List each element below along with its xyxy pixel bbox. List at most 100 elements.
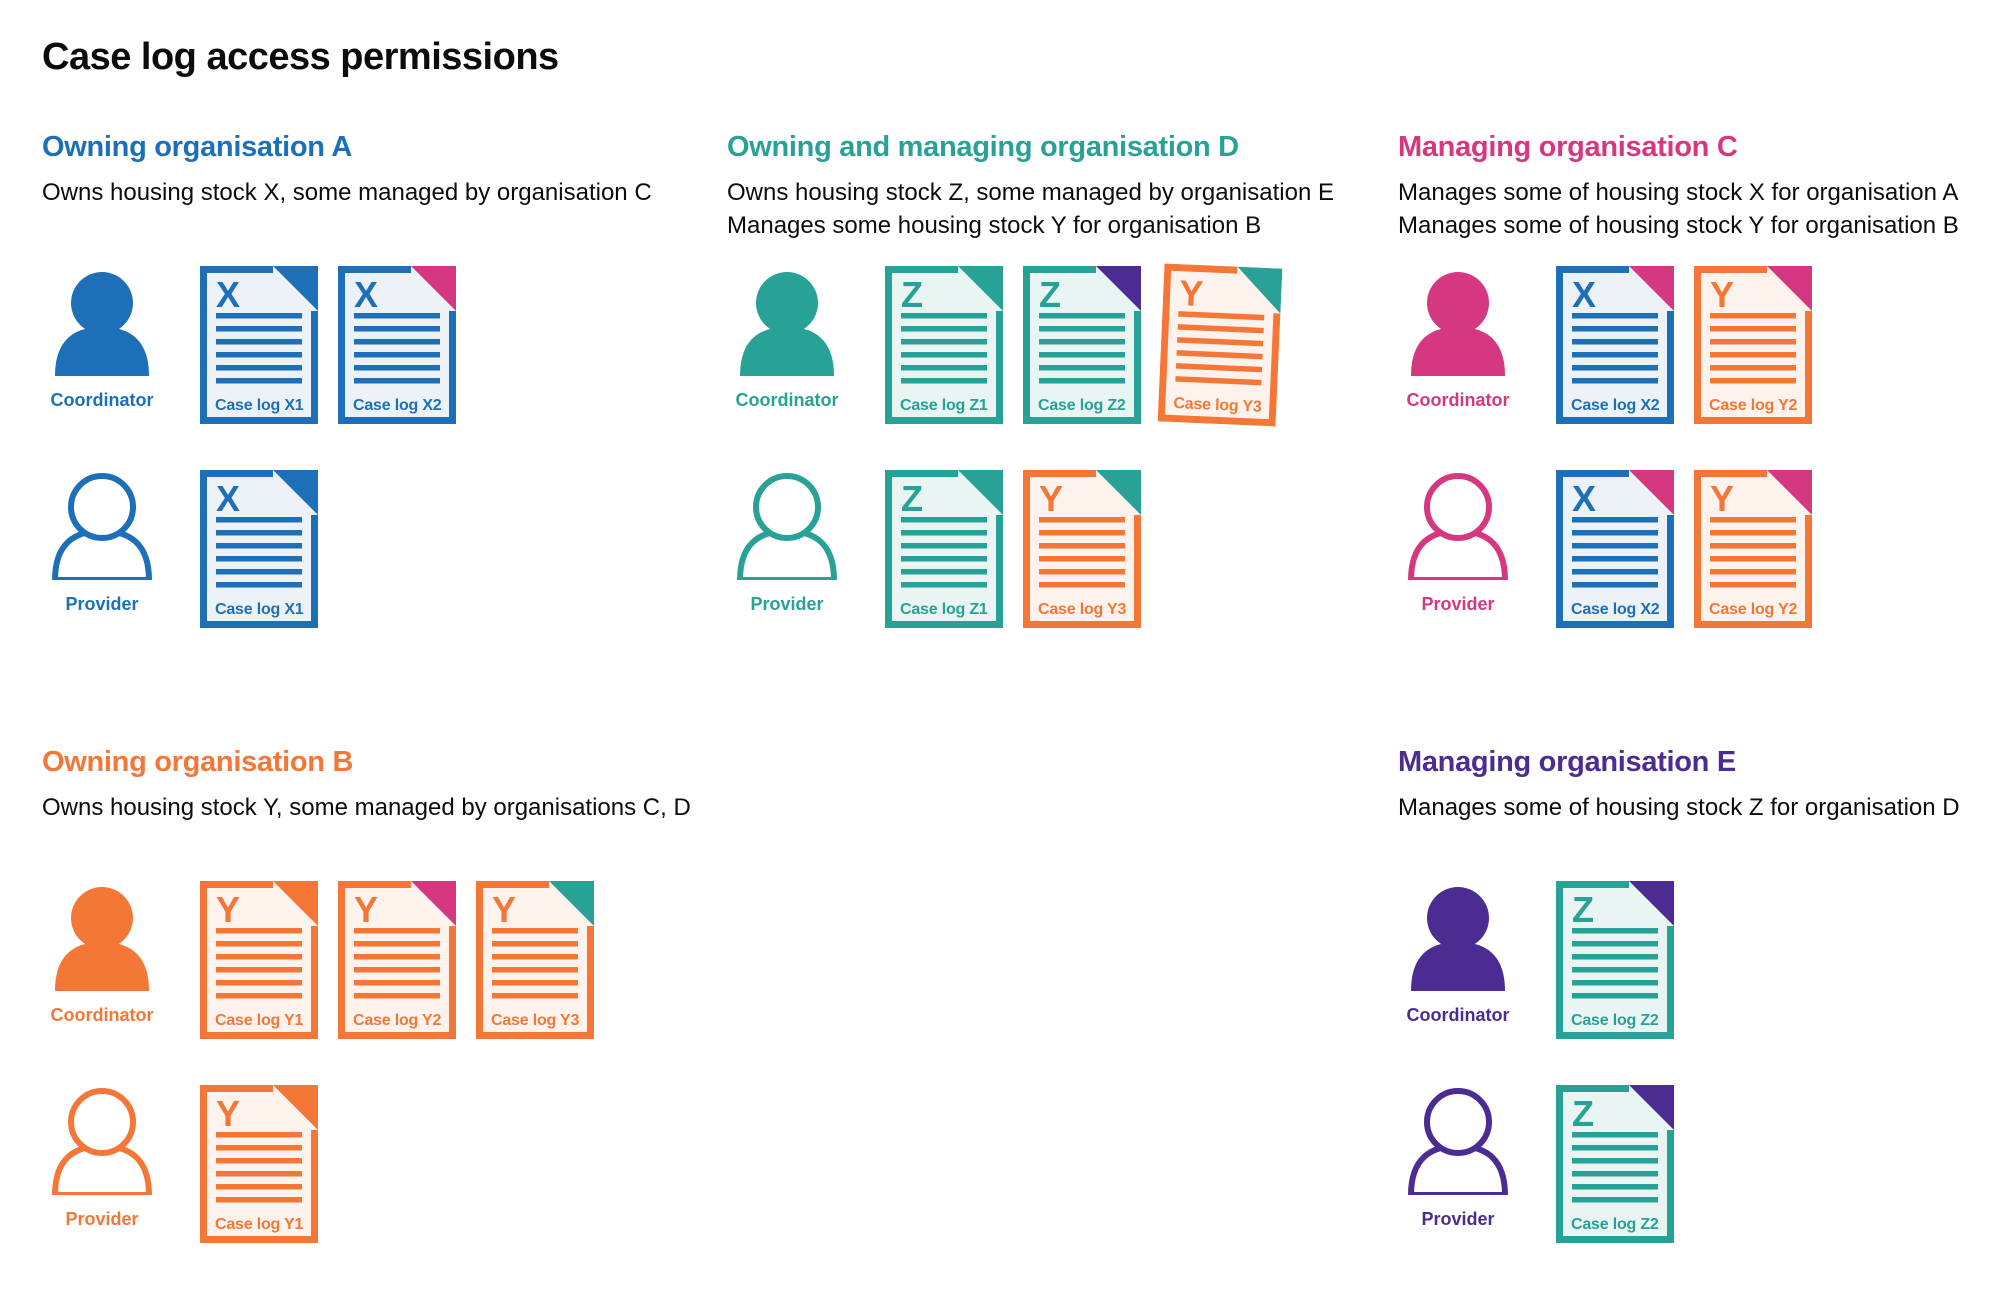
doc-page <box>200 1085 318 1243</box>
doc-text-line <box>1572 352 1658 358</box>
doc-list: Y Case log Y1 <box>200 881 594 1039</box>
doc-label: Case log Y2 <box>1709 397 1798 414</box>
doc-list: X Case log X1 <box>200 470 318 628</box>
doc-text-line <box>1039 378 1125 384</box>
case-log-doc-z1: Z Case log Z1 <box>885 266 1003 424</box>
doc-folded-corner <box>273 470 318 515</box>
doc-text-line <box>1572 530 1658 536</box>
coordinator-person-icon <box>1411 272 1505 376</box>
doc-page <box>476 881 594 1039</box>
coordinator-person-icon <box>55 887 149 991</box>
coordinator-row: Coordinator <box>1398 881 2000 1039</box>
doc-folded-corner <box>411 266 456 311</box>
doc-page <box>1694 470 1812 628</box>
doc-label: Case log Y1 <box>215 1216 304 1233</box>
doc-text-line <box>1039 582 1125 588</box>
doc-text-line <box>1175 376 1262 386</box>
doc-text-line <box>216 543 302 549</box>
doc-text-line <box>216 1184 302 1190</box>
doc-folded-corner <box>1096 266 1141 311</box>
doc-text-line <box>354 378 440 384</box>
section-managing-org-e: Managing organisation E Manages some of … <box>1398 746 2000 1289</box>
doc-text-line <box>1710 582 1796 588</box>
doc-text-line <box>1039 339 1125 345</box>
doc-page <box>885 470 1003 628</box>
doc-text-line <box>901 543 987 549</box>
doc-text-line <box>216 980 302 986</box>
case-log-doc-y3: Y Case log Y3 <box>1023 470 1141 628</box>
doc-border <box>1157 263 1281 427</box>
doc-text-line <box>216 378 302 384</box>
doc-label: Case log X2 <box>1571 397 1660 414</box>
doc-text-line <box>354 941 440 947</box>
case-log-doc-x1: X Case log X1 <box>200 470 318 628</box>
doc-text-line <box>216 582 302 588</box>
doc-text-line <box>901 313 987 319</box>
coordinator-person-icon <box>740 272 834 376</box>
doc-text-line <box>1572 1132 1658 1138</box>
doc-stock-letter: X <box>1572 274 1596 315</box>
section-heading: Managing organisation C <box>1398 131 1738 163</box>
doc-page <box>200 266 318 424</box>
provider-row: Provider <box>42 1085 727 1243</box>
doc-label: Case log Z2 <box>1038 397 1126 414</box>
doc-border <box>1694 266 1812 424</box>
description-line: Manages some of housing stock X for orga… <box>1398 179 1959 206</box>
doc-label: Case log Z2 <box>1571 1012 1659 1029</box>
description-line: Manages some of housing stock Z for orga… <box>1398 794 1960 821</box>
coordinator: Coordinator <box>42 266 162 411</box>
doc-text-line <box>1572 543 1658 549</box>
coordinator: Coordinator <box>727 266 847 411</box>
doc-page <box>1556 1085 1674 1243</box>
doc-text-line <box>216 993 302 999</box>
doc-folded-corner <box>1767 470 1812 515</box>
doc-list: X Case log X2 <box>1556 470 1812 628</box>
doc-text-line <box>901 339 987 345</box>
provider: Provider <box>1398 470 1518 615</box>
case-log-doc-y1: Y Case log Y1 <box>200 1085 318 1243</box>
provider-row: Provider <box>1398 470 2000 628</box>
doc-text-line <box>1039 569 1125 575</box>
doc-text-line <box>492 941 578 947</box>
doc-stock-letter: X <box>1572 478 1596 519</box>
doc-text-line <box>1039 313 1125 319</box>
doc-folded-corner <box>1629 266 1674 311</box>
person-role-label: Provider <box>1421 1209 1495 1229</box>
doc-text-line <box>216 556 302 562</box>
doc-stock-letter: Y <box>1710 274 1734 315</box>
doc-border <box>200 881 318 1039</box>
doc-folded-corner <box>1096 470 1141 515</box>
doc-page <box>1023 470 1141 628</box>
section-managing-org-c: Managing organisation C Manages some of … <box>1398 131 2000 674</box>
case-log-doc-y2: Y Case log Y2 <box>338 881 456 1039</box>
doc-text-line <box>216 569 302 575</box>
case-log-doc-y1: Y Case log Y1 <box>200 881 318 1039</box>
case-log-doc-y2: Y Case log Y2 <box>1694 266 1812 424</box>
doc-border <box>338 881 456 1039</box>
doc-text-line <box>901 378 987 384</box>
coordinator: Coordinator <box>1398 881 1518 1026</box>
doc-stock-letter: X <box>216 274 240 315</box>
description-line: Owns housing stock X, some managed by or… <box>42 179 652 206</box>
doc-border <box>476 881 594 1039</box>
coordinator-person-icon <box>1411 887 1505 991</box>
provider-person-icon <box>737 473 837 580</box>
section-description: Manages some of housing stock Z for orga… <box>1398 791 2000 857</box>
doc-folded-corner <box>1767 266 1812 311</box>
section-description: Owns housing stock X, some managed by or… <box>42 176 727 242</box>
doc-text-line <box>1177 324 1264 334</box>
doc-page <box>338 266 456 424</box>
coordinator-row: Coordinator <box>1398 266 2000 424</box>
case-log-doc-x2: X Case log X2 <box>338 266 456 424</box>
doc-text-line <box>901 582 987 588</box>
doc-label: Case log Y2 <box>353 1012 442 1029</box>
doc-text-line <box>1039 352 1125 358</box>
provider: Provider <box>42 1085 162 1230</box>
doc-text-line <box>1710 556 1796 562</box>
doc-text-line <box>1710 339 1796 345</box>
doc-text-line <box>216 1197 302 1203</box>
doc-folded-corner <box>958 470 1003 515</box>
doc-text-line <box>492 980 578 986</box>
doc-text-line <box>216 313 302 319</box>
description-line: Manages some of housing stock Y for orga… <box>1398 212 1959 239</box>
